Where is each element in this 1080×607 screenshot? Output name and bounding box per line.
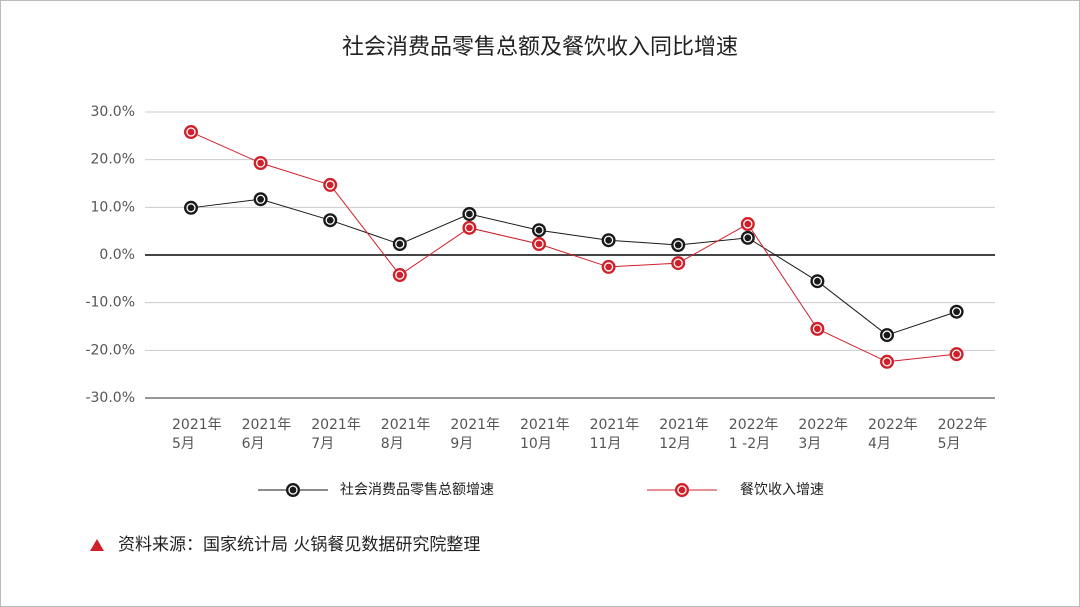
- x-tick-label: 11月: [590, 436, 622, 452]
- x-tick-label: 10月: [520, 436, 552, 452]
- marker-ring: [951, 307, 962, 317]
- marker-ring: [603, 262, 614, 272]
- y-tick-label: 10.0%: [91, 199, 135, 215]
- x-tick-label: 2022年: [798, 417, 848, 433]
- x-tick-label: 2021年: [590, 417, 640, 433]
- marker-ring: [395, 239, 405, 249]
- x-tick-label: 2021年: [450, 417, 500, 433]
- marker-ring: [464, 223, 475, 233]
- x-tick-label: 12月: [659, 436, 691, 452]
- x-tick-label: 5月: [172, 436, 195, 452]
- y-tick-label: 30.0%: [91, 104, 135, 120]
- x-tick-label: 6月: [242, 436, 265, 452]
- x-tick-label: 7月: [311, 436, 334, 452]
- marker-ring: [325, 215, 335, 225]
- x-tick-label: 2022年: [938, 417, 988, 433]
- marker-ring: [951, 349, 962, 359]
- y-tick-label: 20.0%: [91, 152, 135, 168]
- marker-ring: [395, 270, 405, 280]
- chart-title: 社会消费品零售总额及餐饮收入同比增速: [342, 35, 738, 60]
- x-tick-label: 2021年: [172, 417, 222, 433]
- y-tick-label: -20.0%: [85, 342, 135, 358]
- series-line: [190, 198, 957, 336]
- source-icon: [90, 539, 104, 551]
- x-tick-label: 2022年: [729, 417, 779, 433]
- x-tick-label: 8月: [381, 436, 404, 452]
- marker-ring: [882, 357, 892, 367]
- x-tick-label: 9月: [450, 436, 473, 452]
- x-tick-label: 2022年: [868, 417, 918, 433]
- x-tick-label: 2021年: [311, 417, 361, 433]
- marker-ring: [534, 239, 544, 249]
- marker-ring: [677, 485, 687, 495]
- marker-ring: [812, 276, 823, 286]
- marker-ring: [673, 240, 683, 250]
- x-tick-label: 2021年: [659, 417, 709, 433]
- x-tick-label: 2021年: [242, 417, 292, 433]
- marker-ring: [255, 158, 266, 168]
- marker-ring: [673, 258, 683, 268]
- x-tick-label: 1 -2月: [729, 436, 770, 452]
- marker-ring: [325, 180, 335, 190]
- x-tick-label: 2021年: [520, 417, 570, 433]
- marker-ring: [812, 324, 823, 334]
- marker-ring: [186, 203, 196, 213]
- y-tick-label: 0.0%: [99, 247, 135, 263]
- x-tick-label: 2021年: [381, 417, 431, 433]
- source-note: 资料来源：国家统计局 火锅餐见数据研究院整理: [118, 535, 480, 555]
- series-line: [190, 131, 957, 363]
- y-tick-label: -30.0%: [85, 390, 135, 406]
- marker-ring: [464, 209, 475, 219]
- marker-ring: [603, 235, 614, 245]
- x-tick-label: 4月: [868, 436, 891, 452]
- marker-ring: [288, 485, 298, 495]
- x-tick-label: 3月: [798, 436, 821, 452]
- legend-label: 社会消费品零售总额增速: [340, 482, 494, 498]
- marker-ring: [743, 233, 753, 243]
- x-tick-label: 5月: [938, 436, 961, 452]
- y-tick-label: -10.0%: [85, 295, 135, 311]
- marker-ring: [186, 127, 196, 137]
- marker-ring: [743, 219, 753, 229]
- marker-ring: [882, 330, 892, 340]
- marker-ring: [255, 194, 266, 204]
- marker-ring: [534, 225, 544, 235]
- legend-label: 餐饮收入增速: [740, 482, 824, 498]
